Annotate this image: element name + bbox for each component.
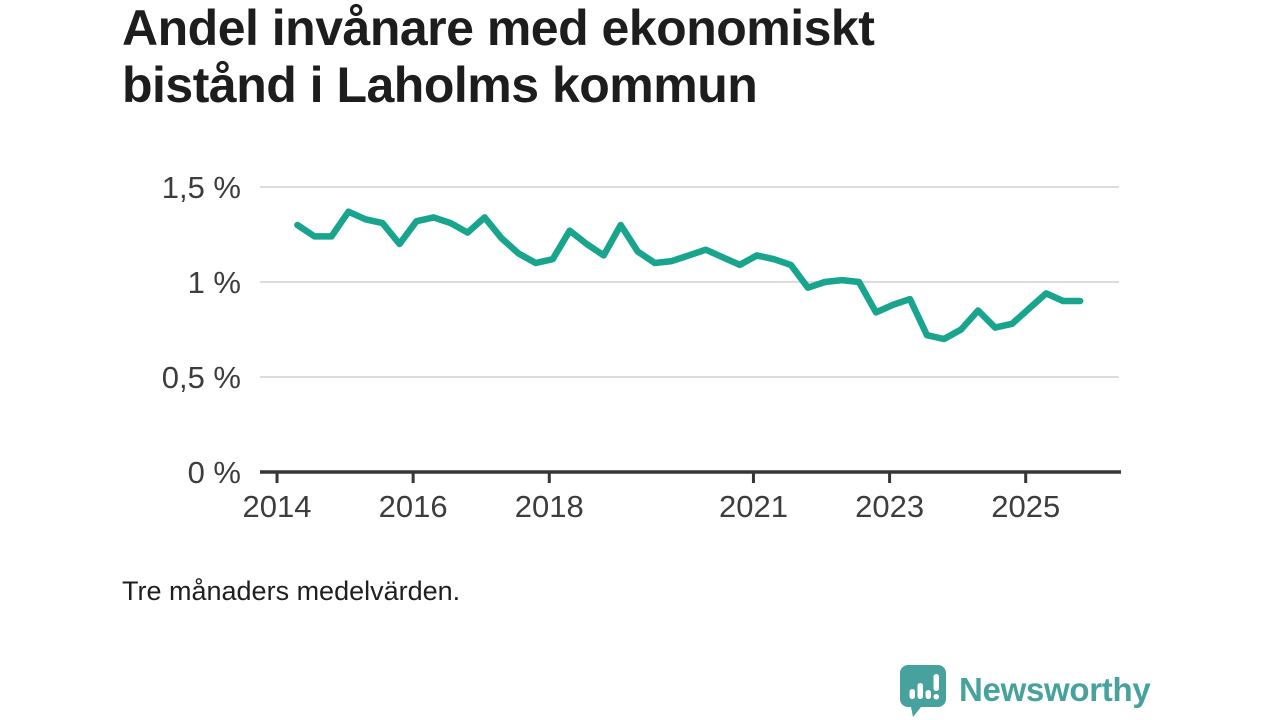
bar-1 bbox=[909, 689, 915, 699]
bar-2 bbox=[917, 683, 923, 699]
y-tick-label: 0,5 % bbox=[162, 360, 241, 395]
data-line bbox=[294, 208, 1084, 343]
y-tick-label: 0 % bbox=[188, 455, 241, 490]
x-tick-label: 2016 bbox=[379, 489, 448, 524]
chart-title: Andel invånare med ekonomiskt bistånd i … bbox=[122, 0, 875, 114]
chart-title-line2: bistånd i Laholms kommun bbox=[122, 57, 758, 113]
x-tick-label: 2014 bbox=[243, 489, 312, 524]
chart-title-line1: Andel invånare med ekonomiskt bbox=[122, 0, 875, 56]
x-tick-label: 2018 bbox=[515, 489, 584, 524]
y-tick-label: 1,5 % bbox=[162, 170, 241, 205]
chart-footnote: Tre månaders medelvärden. bbox=[122, 576, 461, 606]
x-tick-label: 2021 bbox=[719, 489, 788, 524]
exclamation-dot bbox=[933, 694, 939, 700]
bar-3 bbox=[925, 690, 931, 699]
exclamation-bar bbox=[933, 674, 939, 691]
x-tick-label: 2023 bbox=[855, 489, 924, 524]
newsworthy-logo: Newsworthy bbox=[898, 663, 1151, 717]
y-tick-label: 1 % bbox=[188, 265, 241, 300]
bar-chart-speech-bubble-icon bbox=[900, 665, 946, 717]
x-tick-label: 2025 bbox=[991, 489, 1060, 524]
newsworthy-wordmark: Newsworthy bbox=[959, 671, 1151, 708]
